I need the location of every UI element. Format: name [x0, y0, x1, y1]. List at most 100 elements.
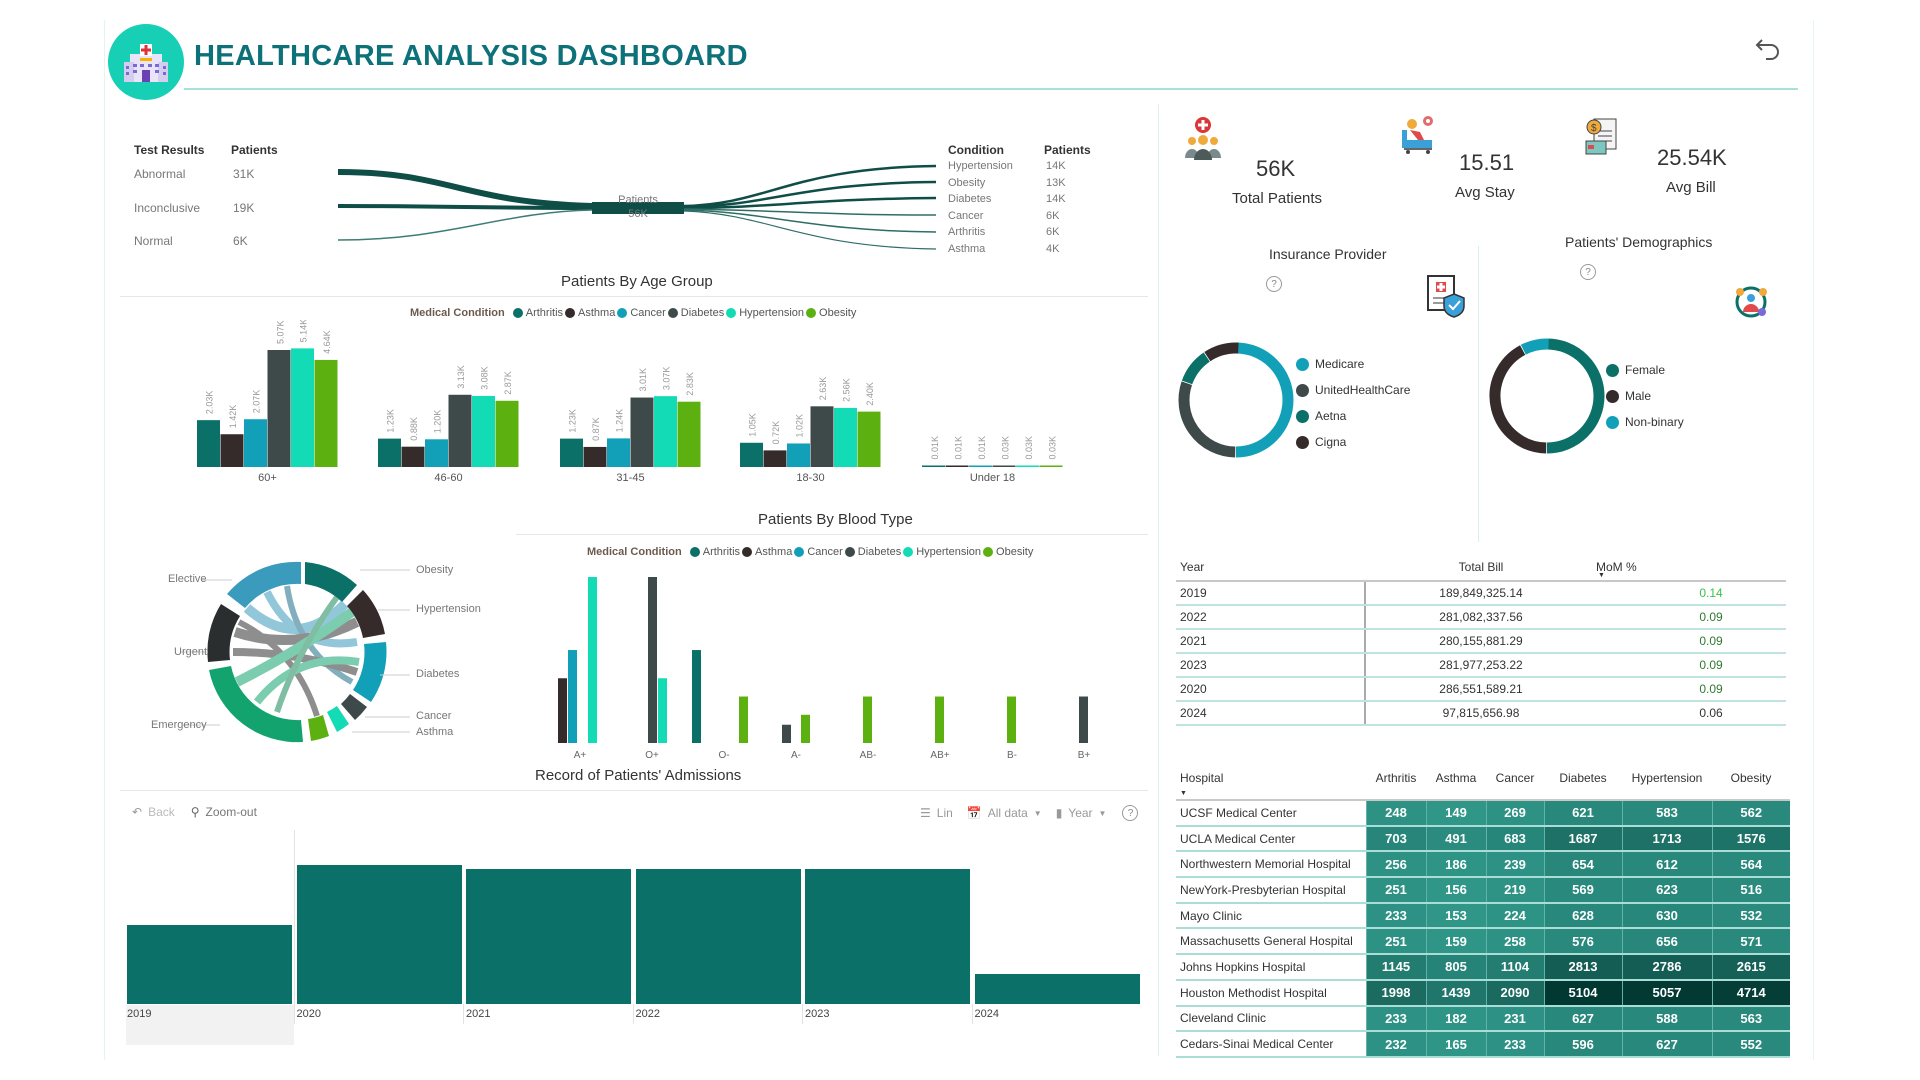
legend-item[interactable]: Non-binary: [1606, 409, 1684, 435]
matrix-cell[interactable]: 1998: [1365, 979, 1426, 1007]
bar[interactable]: [834, 407, 857, 467]
matrix-cell[interactable]: 571: [1711, 928, 1790, 956]
legend-item[interactable]: Aetna: [1296, 403, 1410, 429]
bar[interactable]: [127, 924, 292, 1004]
matrix-cell[interactable]: 233: [1485, 1031, 1544, 1058]
matrix-cell[interactable]: 621: [1543, 800, 1622, 827]
matrix-cell[interactable]: 516: [1711, 877, 1790, 904]
bar[interactable]: [1016, 465, 1039, 468]
table-row[interactable]: Cedars-Sinai Medical Center 232 165 233 596 6…: [1176, 1031, 1790, 1058]
bar[interactable]: [992, 465, 1016, 468]
bar[interactable]: [630, 397, 654, 467]
legend-item[interactable]: Obesity: [806, 307, 856, 319]
bar[interactable]: [560, 438, 583, 467]
matrix-cell[interactable]: 1713: [1621, 825, 1712, 853]
matrix-cell[interactable]: 2813: [1543, 954, 1622, 981]
matrix-cell[interactable]: 248: [1365, 800, 1426, 827]
sankey-left-label[interactable]: Abnormal: [134, 167, 186, 181]
back-arrow-icon[interactable]: ↶: [132, 805, 143, 819]
table-row[interactable]: 2024 97,815,656.98 0.06: [1176, 702, 1786, 726]
table-row[interactable]: Johns Hopkins Hospital 1145 805 1104 2813 278…: [1176, 954, 1790, 981]
matrix-cell[interactable]: 491: [1425, 825, 1486, 853]
matrix-cell[interactable]: 233: [1365, 902, 1426, 930]
matrix-cell[interactable]: 2786: [1621, 954, 1712, 981]
bar[interactable]: [763, 450, 787, 467]
year-dropdown[interactable]: Year: [1068, 806, 1093, 820]
matrix-cell[interactable]: 563: [1711, 1005, 1790, 1033]
bar[interactable]: [466, 869, 631, 1004]
matrix-cell[interactable]: 149: [1425, 800, 1486, 827]
help-icon[interactable]: ?: [1580, 264, 1596, 280]
column-header[interactable]: Asthma: [1426, 764, 1486, 801]
bar[interactable]: [810, 406, 834, 467]
bar[interactable]: [974, 974, 1140, 1004]
sankey-right-label[interactable]: Cancer: [948, 209, 984, 222]
list-icon[interactable]: ☰: [920, 806, 931, 820]
table-row[interactable]: Cleveland Clinic 233 182 231 627 588 563: [1176, 1005, 1790, 1033]
donut-slice[interactable]: [1489, 345, 1547, 454]
sankey-left-label[interactable]: Normal: [134, 234, 173, 248]
matrix-cell[interactable]: 1687: [1543, 825, 1622, 853]
matrix-cell[interactable]: 165: [1425, 1031, 1486, 1058]
sort-desc-icon[interactable]: ▼: [1598, 572, 1605, 579]
column-header[interactable]: Cancer: [1486, 764, 1544, 801]
bar[interactable]: [448, 394, 472, 467]
sankey-right-label[interactable]: Arthritis: [948, 226, 986, 238]
matrix-cell[interactable]: 182: [1425, 1005, 1486, 1033]
matrix-cell[interactable]: 654: [1543, 851, 1622, 879]
bar[interactable]: [863, 696, 872, 743]
bar[interactable]: [291, 348, 314, 467]
table-row[interactable]: 2022 281,082,337.56 0.09: [1176, 606, 1786, 630]
bar[interactable]: [969, 465, 992, 468]
matrix-cell[interactable]: 224: [1485, 902, 1544, 930]
matrix-cell[interactable]: 2090: [1485, 979, 1544, 1007]
header-year[interactable]: Year: [1180, 560, 1205, 574]
undo-arrow-icon[interactable]: [1748, 30, 1788, 70]
table-row[interactable]: Northwestern Memorial Hospital 256 186 239 6…: [1176, 851, 1790, 879]
bar[interactable]: [635, 869, 801, 1004]
donut-slice[interactable]: [1178, 381, 1236, 458]
legend-item[interactable]: Hypertension: [903, 546, 981, 558]
sankey-right-label[interactable]: Hypertension: [948, 160, 1013, 172]
bar[interactable]: [922, 465, 945, 468]
legend-item[interactable]: Arthritis: [512, 307, 563, 319]
bar[interactable]: [378, 438, 401, 467]
legend-item[interactable]: Hypertension: [726, 307, 804, 319]
table-row[interactable]: Houston Methodist Hospital 1998 1439 2090 51…: [1176, 979, 1790, 1007]
bar[interactable]: [220, 434, 244, 467]
matrix-cell[interactable]: 219: [1485, 877, 1544, 904]
bar[interactable]: [658, 678, 667, 743]
table-row[interactable]: 2023 281,977,253.22 0.09: [1176, 654, 1786, 678]
legend-item[interactable]: Female: [1606, 357, 1684, 383]
chevron-down-icon[interactable]: ▼: [1098, 808, 1107, 818]
table-row[interactable]: Mayo Clinic 233 153 224 628 630 532: [1176, 902, 1790, 930]
all-data-dropdown[interactable]: All data: [987, 806, 1028, 820]
bar[interactable]: [197, 420, 220, 467]
chord-label-cancer[interactable]: Cancer: [416, 710, 452, 722]
help-icon[interactable]: ?: [1122, 805, 1139, 821]
bar[interactable]: [787, 443, 810, 467]
matrix-cell[interactable]: 4714: [1711, 979, 1790, 1007]
legend-item[interactable]: Arthritis: [689, 546, 740, 558]
column-header[interactable]: Obesity: [1712, 764, 1790, 801]
column-header[interactable]: Arthritis: [1366, 764, 1426, 801]
bar[interactable]: [1079, 696, 1088, 743]
zoom-out-icon[interactable]: ⚲: [190, 805, 200, 819]
matrix-cell[interactable]: 1576: [1711, 825, 1790, 853]
legend-item[interactable]: Medicare: [1296, 351, 1410, 377]
donut-slice[interactable]: [1204, 342, 1239, 362]
bar[interactable]: [1039, 465, 1063, 468]
matrix-cell[interactable]: 186: [1425, 851, 1486, 879]
matrix-cell[interactable]: 1104: [1485, 954, 1544, 981]
matrix-cell[interactable]: 562: [1711, 800, 1790, 827]
matrix-cell[interactable]: 532: [1711, 902, 1790, 930]
bar[interactable]: [805, 869, 970, 1004]
matrix-cell[interactable]: 627: [1543, 1005, 1622, 1033]
matrix-cell[interactable]: 552: [1711, 1031, 1790, 1058]
matrix-cell[interactable]: 269: [1485, 800, 1544, 827]
sankey-right-label[interactable]: Obesity: [948, 176, 986, 189]
matrix-cell[interactable]: 239: [1485, 851, 1544, 879]
bar[interactable]: [857, 411, 881, 467]
matrix-cell[interactable]: 232: [1365, 1031, 1426, 1058]
lin-button[interactable]: Lin: [936, 806, 953, 820]
